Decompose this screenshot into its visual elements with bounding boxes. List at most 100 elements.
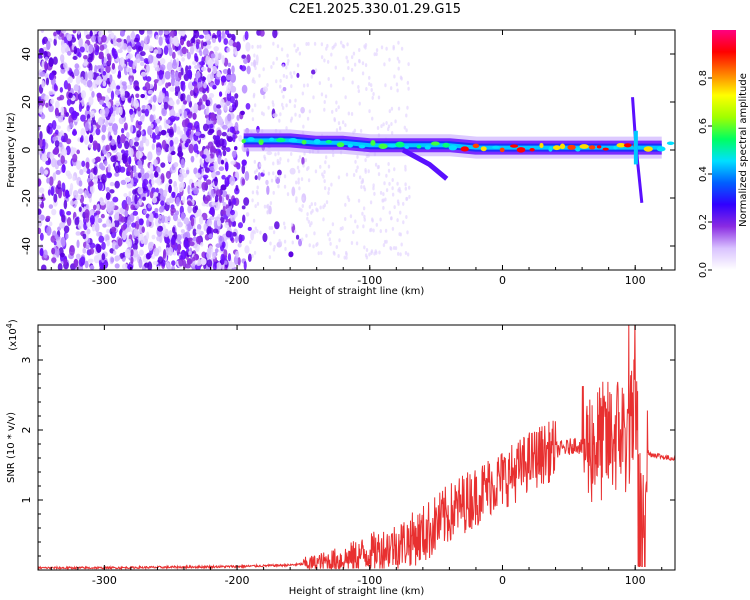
noise-cell	[94, 64, 98, 75]
noise-cell	[183, 100, 187, 105]
noise-cell	[328, 237, 331, 242]
noise-cell	[391, 226, 395, 231]
noise-cell	[274, 152, 277, 157]
noise-cell	[404, 182, 407, 187]
noise-cell	[102, 71, 107, 76]
noise-cell	[289, 71, 292, 76]
noise-cell	[196, 224, 202, 231]
noise-cell	[123, 90, 130, 99]
noise-cell	[262, 67, 265, 72]
noise-cell	[391, 186, 394, 191]
noise-cell	[259, 230, 262, 235]
noise-cell	[167, 215, 171, 222]
noise-cell	[198, 87, 204, 92]
noise-cell	[38, 146, 42, 155]
noise-cell	[363, 214, 366, 219]
noise-cell	[193, 167, 198, 175]
x-tick-label: 100	[625, 574, 646, 587]
noise-cell	[73, 84, 79, 92]
noise-cell	[157, 218, 162, 224]
noise-cell	[109, 189, 115, 194]
noise-cell	[44, 56, 49, 61]
noise-cell	[216, 129, 222, 137]
noise-cell	[221, 210, 227, 215]
noise-cell	[355, 241, 359, 246]
noise-cell	[364, 158, 367, 163]
noise-cell	[115, 105, 120, 115]
noise-cell	[215, 262, 222, 270]
noise-cell	[92, 204, 97, 211]
noise-cell	[141, 114, 145, 120]
noise-cell	[356, 154, 359, 159]
noise-cell	[334, 65, 337, 70]
noise-cell	[400, 46, 404, 51]
y-tick-label: -20	[20, 189, 33, 207]
noise-cell	[203, 82, 207, 89]
noise-cell	[290, 74, 293, 79]
noise-cell	[180, 38, 185, 46]
noise-cell	[234, 250, 240, 258]
noise-cell	[344, 250, 348, 255]
noise-cell	[329, 229, 332, 234]
noise-cell	[325, 200, 329, 205]
noise-cell	[234, 99, 239, 108]
noise-cell	[165, 170, 172, 179]
noise-cell	[106, 228, 110, 234]
noise-cell	[357, 85, 360, 90]
noise-cell	[222, 149, 227, 157]
noise-cell	[168, 229, 173, 240]
noise-cell	[137, 106, 141, 112]
noise-cell	[119, 30, 125, 37]
noise-cell	[105, 219, 112, 227]
noise-cell	[41, 145, 45, 154]
noise-cell	[48, 221, 53, 227]
noise-cell	[357, 198, 361, 203]
noise-cell	[100, 173, 107, 184]
noise-cell	[314, 68, 318, 73]
snr-panel: -300 -200 -100 0 100 1 2 3 Height of straight li…	[5, 319, 676, 597]
noise-cell	[63, 199, 68, 210]
noise-cell	[405, 215, 408, 220]
noise-cell	[127, 53, 133, 59]
noise-cell	[149, 114, 155, 123]
noise-cell	[265, 179, 269, 186]
noise-cell	[114, 180, 120, 189]
noise-cell	[136, 130, 142, 138]
noise-cell	[168, 178, 173, 185]
noise-cell	[330, 52, 333, 57]
noise-cell	[220, 75, 227, 83]
noise-cell	[251, 253, 254, 258]
noise-cell	[170, 207, 176, 214]
noise-cell	[314, 169, 318, 174]
noise-cell	[155, 118, 161, 124]
noise-cell	[175, 196, 180, 207]
noise-cell	[390, 216, 393, 221]
noise-cell	[286, 61, 289, 66]
noise-cell	[196, 261, 202, 266]
noise-cell	[89, 214, 95, 225]
noise-cell	[178, 71, 182, 79]
noise-cell	[316, 208, 319, 213]
noise-cell	[80, 76, 84, 84]
noise-cell	[54, 234, 59, 240]
noise-cell	[41, 80, 45, 89]
noise-cell	[57, 188, 62, 199]
noise-cell	[72, 153, 78, 163]
noise-cell	[144, 108, 149, 117]
noise-cell	[153, 191, 159, 197]
noise-cell	[69, 187, 73, 196]
noise-cell	[97, 181, 103, 191]
noise-cell	[73, 68, 80, 77]
noise-cell	[326, 59, 330, 64]
noise-cell	[297, 180, 300, 185]
noise-cell	[288, 251, 294, 258]
noise-cell	[215, 200, 221, 211]
noise-cell	[186, 40, 191, 47]
noise-cell	[60, 155, 65, 165]
noise-cell	[161, 223, 166, 234]
noise-cell	[298, 51, 302, 56]
noise-cell	[84, 71, 88, 82]
noise-cell	[385, 188, 389, 193]
noise-cell	[283, 174, 287, 179]
noise-cell	[315, 242, 318, 247]
